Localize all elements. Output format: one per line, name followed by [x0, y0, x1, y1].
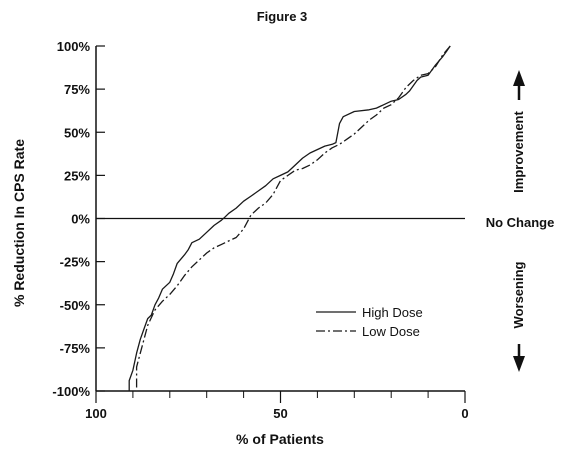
chart-title: Figure 3 — [257, 9, 308, 24]
improvement-label: Improvement — [511, 111, 526, 193]
series-line-high-dose — [128, 45, 451, 391]
y-tick-label: -75% — [60, 341, 91, 356]
arrow-down-icon — [513, 344, 525, 372]
y-tick-label: 50% — [64, 125, 90, 140]
y-tick-label: 25% — [64, 168, 90, 183]
series-line-low-dose — [135, 45, 451, 391]
x-tick-label: 100 — [85, 406, 107, 421]
x-tick-label: 0 — [461, 406, 468, 421]
y-tick-label: 0% — [71, 212, 90, 227]
legend: High Dose Low Dose — [316, 305, 423, 339]
y-tick-label: 75% — [64, 82, 90, 97]
legend-label-low-dose: Low Dose — [362, 324, 420, 339]
x-tick-label: 50 — [273, 406, 287, 421]
plot-area: 100% 75% 50% 25% 0% -25% -50% -75% -100% 100 50 0 — [52, 39, 468, 421]
series-lines — [128, 45, 451, 391]
y-tick-label: -50% — [60, 298, 91, 313]
legend-label-high-dose: High Dose — [362, 305, 423, 320]
no-change-label: No Change — [486, 215, 555, 230]
worsening-label: Worsening — [511, 261, 526, 328]
y-tick-label: -25% — [60, 255, 91, 270]
y-axis-title: % Reduction In CPS Rate — [11, 139, 27, 307]
x-axis-ticks: 100 50 0 — [85, 391, 469, 421]
y-tick-label: -100% — [52, 384, 90, 399]
y-axis-ticks: 100% 75% 50% 25% 0% -25% -50% -75% -100% — [52, 39, 105, 399]
x-axis-title: % of Patients — [236, 431, 324, 447]
arrow-up-icon — [513, 70, 525, 100]
y-tick-label: 100% — [57, 39, 91, 54]
